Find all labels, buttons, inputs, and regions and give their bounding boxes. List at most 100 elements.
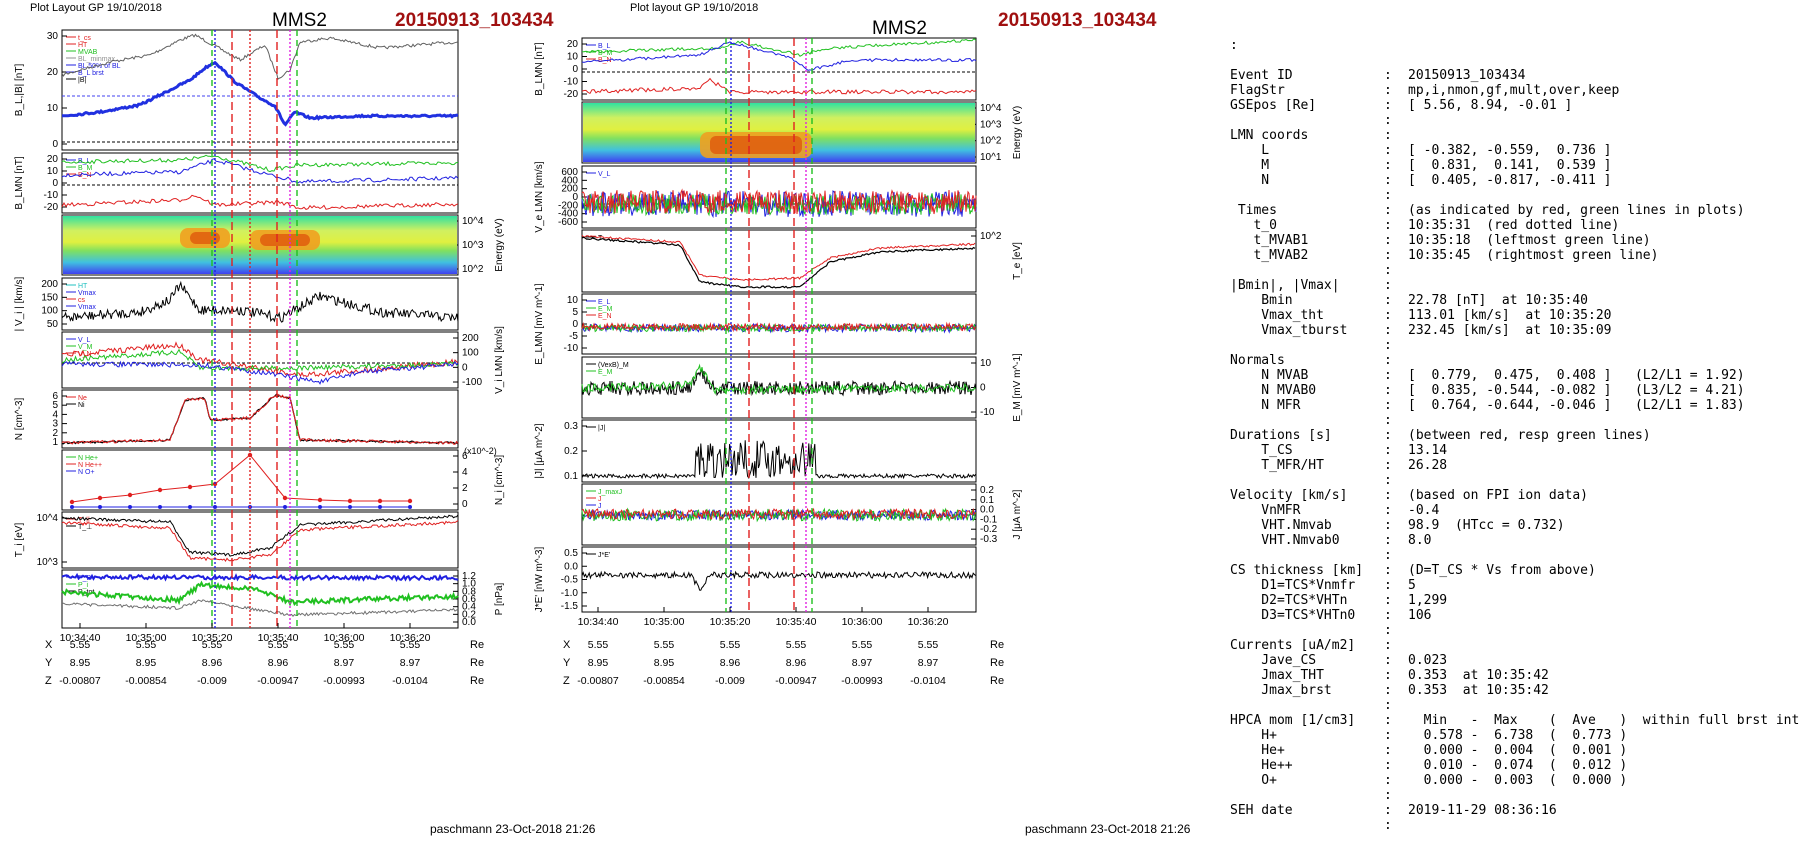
ephemeris-value: 8.97 [918, 657, 939, 669]
legend-label: Vmax [78, 290, 96, 297]
y-tick-label: -20 [44, 202, 59, 213]
ephemeris-value: 5.55 [268, 639, 289, 651]
info-label: Velocity [km/s] [1230, 488, 1348, 503]
right-header: Plot layout GP 19/10/2018 [630, 2, 759, 14]
info-colon: : [1384, 743, 1400, 758]
y-tick-label: 4 [52, 409, 58, 420]
info-value: 2019-11-29 08:36:16 [1408, 803, 1557, 818]
info-colon: : [1384, 383, 1400, 398]
info-value: Min - Max ( Ave ) within full brst int [1408, 713, 1800, 728]
info-label: SEH date [1230, 803, 1293, 818]
panel-7: 0.3 0.2 0.1 |J| [μA m^-2] |J| [534, 419, 977, 483]
y-tick-label: 0.5 [564, 548, 578, 559]
n-o-point [128, 505, 132, 509]
info-value: 0.000 - 0.004 ( 0.001 ) [1408, 743, 1628, 758]
info-value: 0.023 [1408, 653, 1448, 668]
info-row: : [1230, 188, 1799, 203]
info-value: 8.0 [1408, 533, 1432, 548]
info-label: Jmax_THT [1230, 668, 1324, 683]
info-value: [ 0.405, -0.817, -0.411 ] [1408, 173, 1612, 188]
y-tick-label: -10 [564, 77, 579, 88]
y-tick-label: 10^4 [980, 103, 1002, 114]
legend-label: T [598, 235, 603, 242]
n-hepp-point [187, 484, 193, 490]
y-tick-label: 20 [567, 39, 579, 50]
y-tick-label: 2 [52, 428, 58, 439]
legend-label: HT [78, 283, 88, 290]
n-hepp-point [282, 495, 288, 501]
pb-line [61, 572, 459, 582]
info-colon: : [1384, 683, 1400, 698]
info-value: 22.78 [nT] at 10:35:40 [1408, 293, 1589, 308]
y-axis-label: V_e LMN [km/s] [534, 161, 545, 232]
ephemeris-value: -0.00807 [59, 675, 101, 687]
ephemeris-value: 5.55 [400, 639, 421, 651]
info-label: M [1230, 158, 1270, 173]
info-row: Jmax_THT: 0.353 at 10:35:42 [1230, 668, 1799, 683]
y-tick-label: -10 [564, 343, 579, 354]
y-tick-label: 0.3 [564, 421, 578, 432]
j-l-line [581, 507, 976, 521]
legend-label: J [598, 496, 602, 503]
info-row: N: [ 0.405, -0.817, -0.411 ] [1230, 173, 1799, 188]
ephemeris-value: -0.00947 [257, 675, 299, 687]
info-row: O+: 0.000 - 0.003 ( 0.000 ) [1230, 773, 1799, 788]
info-row: : [1230, 473, 1799, 488]
y-tick-label: 0.1 [980, 495, 994, 506]
info-label: CS thickness [km] [1230, 563, 1364, 578]
y-tick-label: 0 [52, 139, 58, 150]
panel-frame [581, 101, 977, 164]
y-axis-label: V_i LMN [km/s] [494, 326, 505, 394]
y-tick-label: 1 [52, 437, 58, 448]
ephemeris-label: X [45, 639, 53, 651]
ephemeris-value: 5.55 [654, 639, 675, 651]
info-row: : [1230, 548, 1799, 563]
ephemeris-label: Y [563, 657, 571, 669]
panel-frame [61, 389, 459, 449]
info-row: : [1230, 413, 1799, 428]
y-tick-label: 10^3 [37, 557, 59, 568]
info-colon: : [1384, 788, 1400, 803]
info-colon: : [1384, 98, 1400, 113]
info-row: Event ID: 20150913_103434 [1230, 68, 1799, 83]
y-tick-label: 6 [462, 451, 468, 462]
info-row: D1=TCS*Vnmfr: 5 [1230, 578, 1799, 593]
panel-7: 6 4 2 0 N_i [cm^-3](x10^-2) N He+N He++N O+ [61, 446, 505, 511]
info-colon: : [1384, 203, 1400, 218]
bm-line [61, 154, 459, 173]
y-tick-label: 600 [561, 167, 578, 178]
info-value: 0.353 at 10:35:42 [1408, 668, 1549, 683]
y-tick-label: 50 [47, 319, 59, 330]
info-value: 113.01 [km/s] at 10:35:20 [1408, 308, 1612, 323]
right-spacecraft-title: MMS2 [872, 18, 927, 39]
legend-label: BL_minmax [78, 56, 115, 63]
info-row: L: [ -0.382, -0.559, 0.736 ] [1230, 143, 1799, 158]
legend-label: N He++ [78, 462, 102, 469]
info-row: N MFR: [ 0.764, -0.644, -0.046 ] (L2/L1 … [1230, 398, 1799, 413]
info-colon: : [1384, 218, 1400, 233]
info-colon: : [1384, 563, 1400, 578]
info-row: |Bmin|, |Vmax|: [1230, 278, 1799, 293]
ephemeris-value: 8.96 [202, 657, 223, 669]
info-label: VHT.Nmvab [1230, 518, 1332, 533]
n-hepp-point [317, 497, 323, 503]
info-row: GSEpos [Re]: [ 5.56, 8.94, -0.01 ] [1230, 98, 1799, 113]
ephemeris-unit: Re [470, 657, 484, 669]
panel-9: 1.21.00.80.60.40.20.0P [nPa]P_BP_iP_tot [61, 569, 505, 629]
info-value: (as indicated by red, green lines in plo… [1408, 203, 1745, 218]
legend-label: P_B [78, 575, 92, 582]
y-tick-label: 10^2 [980, 136, 1002, 147]
legend-label: J*E' [598, 552, 610, 559]
ephemeris-unit: Re [990, 675, 1004, 687]
y-tick-label: 4 [462, 467, 468, 478]
y-axis-label: P [nPa] [494, 582, 505, 615]
y-axis-label: |J| [μA m^-2] [534, 423, 545, 478]
x-tick-label: 10:34:40 [578, 616, 619, 628]
y-tick-label: -0.3 [980, 534, 998, 545]
ephemeris-value: 5.55 [202, 639, 223, 651]
info-value: 0.010 - 0.074 ( 0.012 ) [1408, 758, 1628, 773]
x-tick-label: 10:36:20 [908, 616, 949, 628]
